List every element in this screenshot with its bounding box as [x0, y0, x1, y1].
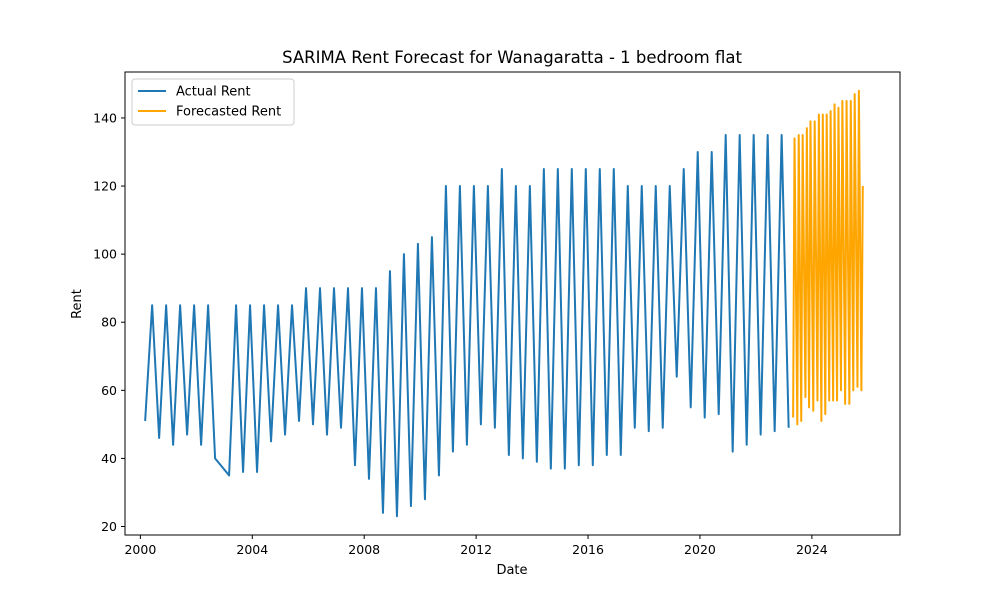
- x-tick-label: 2024: [796, 542, 828, 557]
- x-tick-label: 2008: [348, 542, 380, 557]
- x-tick-label: 2004: [236, 542, 268, 557]
- y-axis-label: Rent: [70, 289, 85, 319]
- x-tick-label: 2016: [572, 542, 604, 557]
- series-layer: [144, 89, 864, 518]
- legend-box: [131, 78, 295, 126]
- y-tick-label: 20: [101, 519, 117, 534]
- y-tick-label: 80: [101, 315, 117, 330]
- y-tick-label: 140: [93, 110, 117, 125]
- y-tick-label: 40: [101, 451, 117, 466]
- x-tick-label: 2012: [460, 542, 492, 557]
- legend-label-actual-rent: Actual Rent: [176, 85, 251, 100]
- legend-label-forecasted-rent: Forecasted Rent: [176, 105, 281, 120]
- series-line-forecasted-rent: [792, 89, 864, 426]
- x-tick-label: 2020: [684, 542, 716, 557]
- series-line-actual-rent: [144, 133, 790, 518]
- x-axis: 2000 2004 2008 2012 2016 2020 2024: [124, 535, 828, 557]
- x-tick-label: 2000: [124, 542, 156, 557]
- plot-frame: [124, 71, 901, 536]
- legend: Actual Rent Forecasted Rent: [131, 78, 295, 126]
- y-tick-label: 100: [93, 247, 117, 262]
- x-axis-label: Date: [496, 563, 527, 578]
- y-tick-label: 120: [93, 179, 117, 194]
- y-tick-label: 60: [101, 383, 117, 398]
- chart-title: SARIMA Rent Forecast for Wanagaratta - 1…: [282, 48, 742, 67]
- y-axis: 20 40 60 80 100 120 140: [93, 110, 125, 534]
